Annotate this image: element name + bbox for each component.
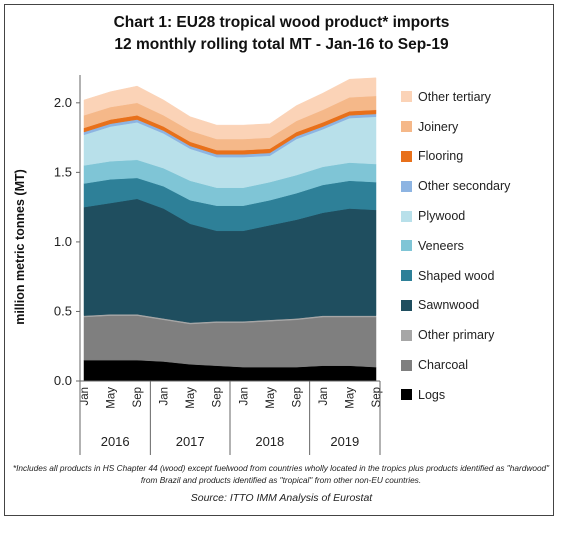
x-tick-label: Sep [291,387,303,407]
year-label: 2016 [101,434,130,449]
legend-swatch [401,180,412,192]
legend-item: Other secondary [401,171,551,201]
legend-label: Plywood [418,209,466,224]
legend-item: Other tertiary [401,82,551,112]
legend-item: Charcoal [401,350,551,380]
legend-swatch [401,270,412,282]
legend: Other tertiary Joinery Flooring Other secon… [401,82,551,410]
x-tick-label: May [185,387,197,409]
legend-label: Logs [418,387,446,402]
x-tick-label: May [344,387,356,409]
x-tick-label: Jan [238,387,250,406]
x-tick-label: May [106,387,118,409]
legend-swatch [401,121,412,133]
legend-label: Sawnwood [418,298,480,313]
y-tick-label: 2.0 [54,95,72,110]
legend-item: Other primary [401,320,551,350]
legend-swatch [401,91,412,103]
footnote: *Includes all products in HS Chapter 44 … [12,463,550,485]
area-series-group [83,77,377,382]
year-label: 2018 [255,434,284,449]
legend-item: Joinery [401,112,551,142]
legend-item: Plywood [401,201,551,231]
year-label: 2017 [176,434,205,449]
x-tick-label: May [265,387,277,409]
legend-swatch [401,240,412,252]
legend-label: Shaped wood [418,268,495,283]
source-note: Source: ITTO IMM Analysis of Eurostat [190,492,373,504]
x-tick-label: Sep [132,387,144,407]
area-charcoal [83,315,377,368]
legend-swatch [401,329,412,341]
legend-label: Joinery [418,119,459,134]
y-tick-label: 0.0 [54,373,72,388]
y-tick-label: 0.5 [54,303,72,318]
legend-item: Sawnwood [401,291,551,321]
legend-item: Logs [401,380,551,410]
legend-swatch [401,210,412,222]
x-tick-label: Jan [79,387,91,406]
year-label: 2019 [330,434,359,449]
legend-swatch [401,359,412,371]
legend-label: Veneers [418,238,464,253]
legend-swatch [401,389,412,401]
x-tick-label: Sep [371,387,383,407]
area-other-tertiary [83,77,377,140]
legend-label: Other primary [418,328,495,343]
chart-title: Chart 1: EU28 tropical wood product* imp… [113,14,450,31]
legend-swatch [401,299,412,311]
axes-group: 0.0 0.5 1.0 1.5 2.0 Jan May Sep Jan May Sep Jan May S… [54,75,383,455]
chart-subtitle: 12 monthly rolling total MT - Jan-16 to … [114,36,449,53]
legend-swatch [401,150,412,162]
legend-label: Other tertiary [418,89,491,104]
y-tick-label: 1.0 [54,234,72,249]
legend-item: Veneers [401,231,551,261]
legend-label: Charcoal [418,358,469,373]
x-tick-label: Jan [318,387,330,406]
y-tick-label: 1.5 [54,164,72,179]
legend-label: Flooring [418,149,464,164]
x-tick-label: Jan [159,387,171,406]
legend-item: Shaped wood [401,261,551,291]
legend-item: Flooring [401,142,551,172]
x-tick-label: Sep [212,387,224,407]
legend-label: Other secondary [418,179,511,194]
